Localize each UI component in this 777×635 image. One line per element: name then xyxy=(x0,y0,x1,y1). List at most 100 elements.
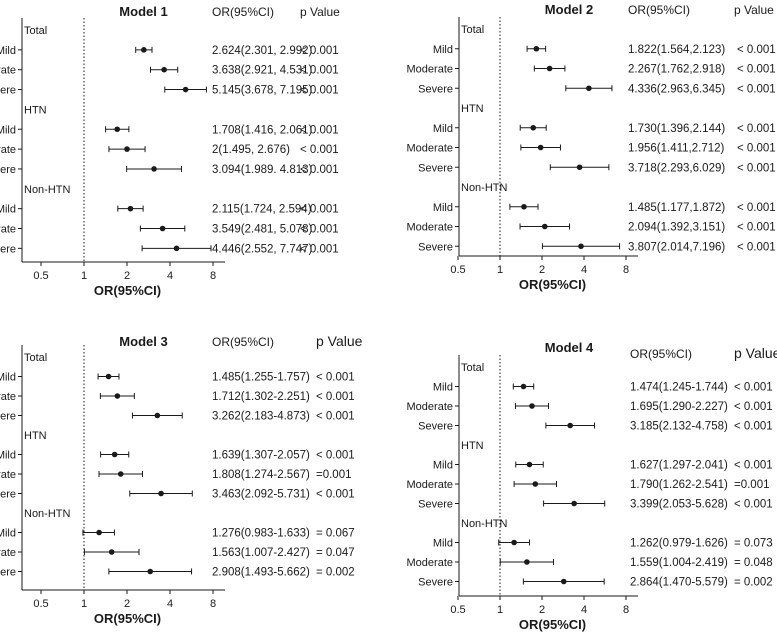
p-value: = 0.067 xyxy=(316,528,355,540)
or-point xyxy=(117,471,124,477)
x-tick-label: 8 xyxy=(623,264,629,276)
or-point xyxy=(105,373,112,380)
or-ci-header: OR(95%CI) xyxy=(212,335,274,349)
or-ci-value: 1.485(1.255-1.757) xyxy=(212,372,310,384)
or-point xyxy=(161,66,167,73)
x-axis-title: OR(95%CI) xyxy=(94,283,161,298)
p-value: < 0.001 xyxy=(737,162,776,174)
or-point xyxy=(141,47,147,53)
x-tick-label: 4 xyxy=(167,598,173,610)
row-label: Mild xyxy=(433,382,453,394)
p-value: < 0.001 xyxy=(737,64,776,76)
or-ci-value: 2.094(1.392,3.151) xyxy=(628,222,725,234)
row-label: Severe xyxy=(418,499,453,511)
or-point xyxy=(182,86,189,93)
or-ci-value: 3.638(2.921, 4.531) xyxy=(212,65,313,77)
or-point xyxy=(173,245,180,252)
x-tick-label: 4 xyxy=(581,604,587,616)
p-value: < 0.001 xyxy=(300,65,339,77)
or-point xyxy=(127,205,134,212)
or-ci-value: 1.485(1.177,1.872) xyxy=(628,202,725,214)
or-point xyxy=(576,164,583,171)
or-point xyxy=(537,144,544,151)
p-value: < 0.001 xyxy=(734,421,773,433)
or-ci-value: 4.446(2.552, 7.747) xyxy=(212,243,313,255)
or-ci-value: 2.864(1.470-5.579) xyxy=(630,577,728,589)
p-value: < 0.001 xyxy=(300,85,339,97)
or-point xyxy=(108,549,115,555)
or-ci-value: 3.399(2.053-5.628) xyxy=(630,499,728,511)
p-value: < 0.001 xyxy=(316,450,355,462)
x-tick-label: 2 xyxy=(124,270,130,282)
group-label: Total xyxy=(24,352,47,364)
x-tick-label: 4 xyxy=(167,270,173,282)
x-tick-label: 1 xyxy=(81,598,87,610)
x-tick-label: 0.5 xyxy=(33,270,48,282)
or-ci-value: 1.822(1.564,2.123) xyxy=(628,44,725,56)
p-value: < 0.001 xyxy=(737,143,776,155)
x-axis-title: OR(95%CI) xyxy=(94,611,161,626)
row-label: Mild xyxy=(0,204,16,216)
row-label: Mild xyxy=(433,202,453,214)
or-ci-value: 1.956(1.411,2.712) xyxy=(628,143,725,155)
p-value-header: p Value xyxy=(734,3,774,17)
forest-panel-3: Model 3 OR(95%CI) p Value 0.5 1 2 4 8 OR(95%CI) T… xyxy=(0,333,363,626)
row-label: Moderate xyxy=(0,224,16,236)
x-tick-label: 2 xyxy=(539,604,545,616)
p-value: = 0.002 xyxy=(734,577,773,589)
x-tick-label: 8 xyxy=(210,270,216,282)
group-label: Non-HTN xyxy=(461,182,508,194)
group-label: HTN xyxy=(461,440,484,452)
or-ci-value: 5.145(3.678, 7.195) xyxy=(212,85,313,97)
p-value: < 0.001 xyxy=(734,401,773,413)
or-ci-value: 1.695(1.290-2.227) xyxy=(630,401,728,413)
x-tick-label: 0.5 xyxy=(33,598,48,610)
group-label: Total xyxy=(461,24,484,36)
or-ci-value: 1.730(1.396,2.144) xyxy=(628,123,725,135)
row-label: Severe xyxy=(418,241,453,253)
p-value: =0.001 xyxy=(316,469,352,481)
row-label: Severe xyxy=(0,489,16,501)
p-value: < 0.001 xyxy=(300,144,339,156)
group-label: HTN xyxy=(461,103,484,115)
row-label: Mild xyxy=(0,124,16,136)
p-value: < 0.001 xyxy=(737,44,776,56)
or-point xyxy=(521,203,527,210)
p-value: < 0.001 xyxy=(316,489,355,501)
row-label: Severe xyxy=(0,411,16,423)
row-label: Mild xyxy=(0,450,16,462)
p-value-header: p Value xyxy=(734,345,777,361)
or-ci-value: 1.708(1.416, 2.061) xyxy=(212,124,313,136)
or-point xyxy=(151,166,157,172)
or-ci-value: 1.639(1.307-2.057) xyxy=(212,450,310,462)
row-label: Mild xyxy=(433,460,453,472)
row-label: Moderate xyxy=(0,469,16,481)
or-point xyxy=(567,422,573,429)
or-point xyxy=(124,146,130,152)
or-ci-value: 1.563(1.007-2.427) xyxy=(212,547,310,559)
or-ci-value: 3.094(1.989. 4.813) xyxy=(212,164,313,176)
or-ci-value: 3.549(2.481, 5.078) xyxy=(212,224,313,236)
x-tick-label: 2 xyxy=(124,598,130,610)
or-ci-value: 2(1.495, 2.676) xyxy=(212,144,290,156)
or-point xyxy=(578,243,584,250)
or-point xyxy=(560,578,567,585)
row-label: Severe xyxy=(418,83,453,95)
forest-panel-4: Model 4 OR(95%CI) p Value 0.5 1 2 4 8 OR(95%CI) T… xyxy=(407,340,777,632)
p-value: = 0.047 xyxy=(316,547,355,559)
p-value: < 0.001 xyxy=(734,499,773,511)
or-ci-value: 3.463(2.092-5.731) xyxy=(212,489,310,501)
row-label: Mild xyxy=(433,538,453,550)
group-label: Non-HTN xyxy=(24,184,71,196)
or-ci-value: 3.807(2.014,7.196) xyxy=(628,241,725,253)
row-label: Moderate xyxy=(407,557,453,569)
or-ci-header: OR(95%CI) xyxy=(630,347,692,361)
or-point xyxy=(96,529,102,536)
row-label: Moderate xyxy=(407,479,453,491)
row-label: Severe xyxy=(418,421,453,433)
or-ci-value: 2.115(1.724, 2.594) xyxy=(212,204,312,216)
row-label: Severe xyxy=(418,577,453,589)
x-tick-label: 2 xyxy=(539,264,545,276)
or-ci-value: 4.336(2.963,6.345) xyxy=(628,83,725,95)
p-value: < 0.001 xyxy=(300,124,339,136)
